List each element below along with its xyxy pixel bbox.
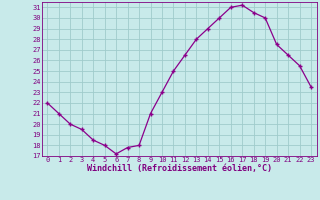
X-axis label: Windchill (Refroidissement éolien,°C): Windchill (Refroidissement éolien,°C) (87, 164, 272, 173)
